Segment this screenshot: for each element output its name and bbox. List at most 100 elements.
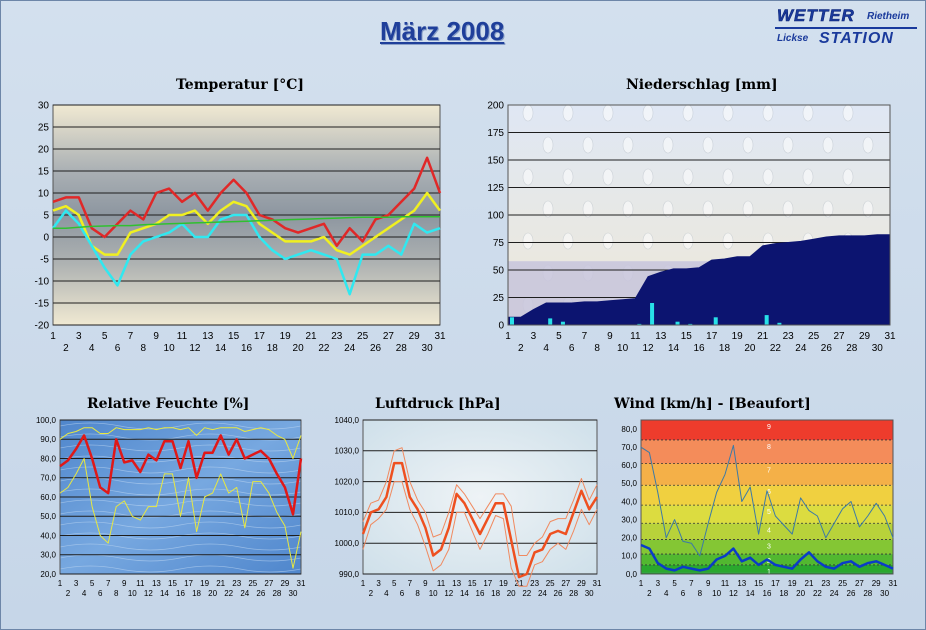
rain-droplet bbox=[602, 104, 614, 122]
pressure-xtick-label: 21 bbox=[515, 579, 524, 588]
rain-droplet bbox=[802, 168, 814, 186]
wind-xtick-label: 12 bbox=[729, 589, 738, 598]
wind-xtick-label: 11 bbox=[721, 579, 730, 588]
precipitation-xtick-label: 5 bbox=[556, 331, 562, 342]
wind-beaufort-band bbox=[641, 463, 893, 486]
temperature-chart-title: Temperatur [°C] bbox=[176, 77, 304, 93]
precipitation-xtick-label: 1 bbox=[505, 331, 511, 342]
rain-droplet bbox=[582, 200, 594, 218]
pressure-xtick-label: 15 bbox=[468, 579, 477, 588]
wind-chart-title: Wind [km/h] - [Beaufort] bbox=[614, 396, 811, 412]
wind-xtick-label: 31 bbox=[889, 579, 898, 588]
wind-beaufort-label: 7 bbox=[767, 467, 771, 474]
precipitation-daily-bar bbox=[548, 318, 553, 325]
rain-droplet bbox=[862, 136, 874, 154]
precipitation-xtick-label: 15 bbox=[681, 331, 693, 342]
logo-wetter: WETTER bbox=[777, 6, 855, 26]
temperature-xtick-label: 9 bbox=[153, 331, 159, 342]
wind-beaufort-label: 4 bbox=[767, 527, 771, 534]
humidity-xtick-label: 3 bbox=[74, 579, 79, 588]
humidity-xtick-label: 19 bbox=[200, 579, 209, 588]
precipitation-xtick-label: 25 bbox=[808, 331, 820, 342]
humidity-series-2-line bbox=[59, 458, 302, 569]
wind-xtick-label: 2 bbox=[647, 589, 652, 598]
wind-ytick-label: 40,0 bbox=[621, 497, 637, 506]
temperature-ytick-label: 5 bbox=[43, 211, 49, 222]
pressure-xtick-label: 19 bbox=[499, 579, 508, 588]
logo-name: Lickse bbox=[777, 33, 809, 44]
wind-beaufort-band bbox=[641, 523, 893, 540]
rain-droplet bbox=[562, 168, 574, 186]
pressure-xtick-label: 30 bbox=[585, 589, 594, 598]
humidity-xtick-label: 31 bbox=[297, 579, 306, 588]
temperature-xtick-label: 19 bbox=[280, 331, 292, 342]
pressure-xtick-label: 7 bbox=[408, 579, 413, 588]
humidity-xtick-label: 7 bbox=[106, 579, 111, 588]
pressure-chart-title: Luftdruck [hPa] bbox=[375, 396, 501, 412]
wind-beaufort-label: 5 bbox=[767, 509, 771, 516]
precipitation-ytick-label: 200 bbox=[487, 101, 504, 112]
humidity-xtick-label: 9 bbox=[122, 579, 127, 588]
wind-xtick-label: 21 bbox=[805, 579, 814, 588]
humidity-xtick-label: 29 bbox=[280, 579, 289, 588]
wind-xtick-label: 10 bbox=[712, 589, 721, 598]
precipitation-daily-bar bbox=[510, 317, 514, 325]
humidity-xtick-label: 4 bbox=[82, 589, 87, 598]
wind-xtick-label: 8 bbox=[698, 589, 703, 598]
wind-xtick-label: 14 bbox=[746, 589, 755, 598]
temperature-ytick-label: -15 bbox=[35, 299, 50, 310]
temperature-xtick-label: 22 bbox=[318, 343, 330, 354]
pressure-xtick-label: 25 bbox=[546, 579, 555, 588]
temperature-series-1-line bbox=[52, 191, 442, 256]
precipitation-xtick-label: 2 bbox=[518, 343, 524, 354]
precipitation-xtick-label: 31 bbox=[884, 331, 896, 342]
precipitation-daily-bar bbox=[688, 323, 693, 325]
humidity-xtick-label: 6 bbox=[98, 589, 103, 598]
rain-droplet bbox=[842, 168, 854, 186]
humidity-xtick-label: 30 bbox=[289, 589, 298, 598]
pressure-xtick-label: 12 bbox=[444, 589, 453, 598]
pressure-xtick-label: 22 bbox=[522, 589, 531, 598]
precipitation-xtick-label: 10 bbox=[617, 343, 629, 354]
temperature-xtick-label: 11 bbox=[177, 331, 188, 342]
rain-droplet bbox=[642, 232, 654, 250]
precipitation-xtick-label: 21 bbox=[757, 331, 769, 342]
temperature-xtick-label: 28 bbox=[396, 343, 408, 354]
humidity-water-ripple bbox=[59, 466, 302, 474]
temperature-xtick-label: 3 bbox=[76, 331, 82, 342]
rain-droplet bbox=[622, 136, 634, 154]
wind-ytick-label: 70,0 bbox=[621, 443, 637, 452]
wind-series-1-line bbox=[640, 543, 894, 572]
precipitation-xtick-label: 26 bbox=[821, 343, 833, 354]
humidity-ytick-label: 80,0 bbox=[40, 454, 56, 463]
humidity-water-ripple bbox=[59, 499, 302, 507]
rain-droplet bbox=[862, 200, 874, 218]
wind-ytick-label: 80,0 bbox=[621, 425, 637, 434]
wind-ytick-label: 30,0 bbox=[621, 515, 637, 524]
humidity-water-ripple bbox=[59, 444, 302, 452]
pressure-ytick-label: 1040,0 bbox=[335, 416, 360, 425]
pressure-ytick-label: 1020,0 bbox=[335, 477, 360, 486]
rain-droplet bbox=[542, 200, 554, 218]
rain-droplet bbox=[802, 104, 814, 122]
humidity-ytick-label: 70,0 bbox=[40, 474, 56, 483]
temperature-ytick-label: 10 bbox=[38, 189, 50, 200]
wind-xtick-label: 23 bbox=[821, 579, 830, 588]
humidity-xtick-label: 28 bbox=[272, 589, 281, 598]
precipitation-cumulative-area bbox=[507, 234, 891, 326]
humidity-water-ripple bbox=[59, 565, 302, 573]
rain-droplet bbox=[562, 104, 574, 122]
pressure-xtick-label: 18 bbox=[491, 589, 500, 598]
humidity-chart-title: Relative Feuchte [%] bbox=[87, 396, 250, 412]
rain-droplet bbox=[842, 104, 854, 122]
temperature-ytick-label: 20 bbox=[38, 145, 50, 156]
wind-xtick-label: 18 bbox=[779, 589, 788, 598]
pressure-xtick-label: 16 bbox=[476, 589, 485, 598]
wind-xtick-label: 7 bbox=[689, 579, 694, 588]
precipitation-xtick-label: 4 bbox=[543, 343, 549, 354]
humidity-xtick-label: 23 bbox=[232, 579, 241, 588]
temperature-xtick-label: 6 bbox=[115, 343, 121, 354]
humidity-ytick-label: 100,0 bbox=[36, 416, 57, 425]
humidity-xtick-label: 25 bbox=[248, 579, 257, 588]
wind-xtick-label: 26 bbox=[847, 589, 856, 598]
